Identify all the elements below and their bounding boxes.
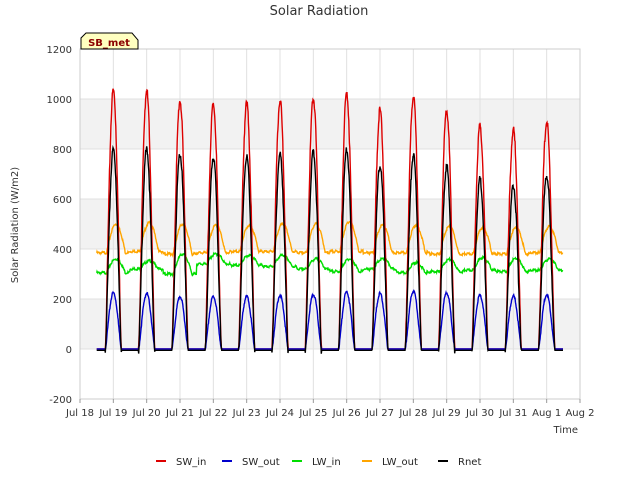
legend-label-lw-out: LW_out [382, 457, 418, 468]
x-axis-ticks: Jul 18 Jul 19 Jul 20 Jul 21 Jul 22 Jul 23 Jul … [65, 399, 595, 419]
x-tick-label: Jul 24 [265, 408, 294, 419]
legend-label-sw-out: SW_out [242, 457, 280, 468]
y-axis-ticks: -200 0 200 400 600 800 1000 1200 [47, 45, 72, 406]
plot-band [80, 99, 580, 149]
legend-label-sw-in: SW_in [176, 457, 206, 468]
y-tick-label: 200 [53, 295, 72, 306]
y-tick-label: 0 [66, 345, 72, 356]
x-tick-label: Jul 29 [432, 408, 461, 419]
station-badge: SB_met [80, 32, 139, 50]
y-tick-label: 600 [53, 195, 72, 206]
plot-band [80, 149, 580, 199]
x-tick-label: Jul 28 [398, 408, 427, 419]
plot-band [80, 249, 580, 299]
plot-band [80, 349, 580, 399]
legend: SW_in SW_out LW_in LW_out Rnet [156, 457, 481, 468]
series-layer [96, 88, 564, 354]
x-tick-label: Jul 30 [465, 408, 494, 419]
x-tick-label: Jul 21 [165, 408, 194, 419]
y-tick-label: 1200 [47, 45, 72, 56]
series-line-sw-out [96, 288, 563, 350]
plot-band [80, 299, 580, 349]
series-line-rnet [96, 144, 563, 354]
plot-frame [79, 48, 581, 400]
y-tick-label: 800 [53, 145, 72, 156]
y-axis-label: Solar Radiation (W/m2) [10, 167, 21, 283]
x-tick-label: Jul 19 [98, 408, 127, 419]
x-tick-label: Jul 18 [65, 408, 94, 419]
x-tick-label: Aug 2 [565, 408, 594, 419]
x-tick-label: Jul 26 [332, 408, 361, 419]
y-tick-label: -200 [49, 395, 72, 406]
plot-band [80, 199, 580, 249]
badge-shape [80, 32, 139, 50]
badge-text: SB_met [88, 38, 130, 49]
x-tick-label: Jul 27 [365, 408, 394, 419]
legend-label-lw-in: LW_in [312, 457, 341, 468]
x-tick-label: Aug 1 [532, 408, 561, 419]
y-tick-label: 1000 [47, 95, 72, 106]
x-tick-label: Jul 31 [498, 408, 527, 419]
plot-bands [80, 49, 580, 399]
legend-label-rnet: Rnet [458, 457, 481, 468]
chart-title: Solar Radiation [270, 4, 369, 19]
y-tick-label: 400 [53, 245, 72, 256]
x-tick-label: Jul 25 [298, 408, 327, 419]
plot-band [80, 49, 580, 99]
x-tick-label: Jul 20 [132, 408, 161, 419]
x-tick-label: Jul 22 [198, 408, 227, 419]
x-tick-label: Jul 23 [232, 408, 261, 419]
x-axis-label: Time [553, 425, 578, 436]
